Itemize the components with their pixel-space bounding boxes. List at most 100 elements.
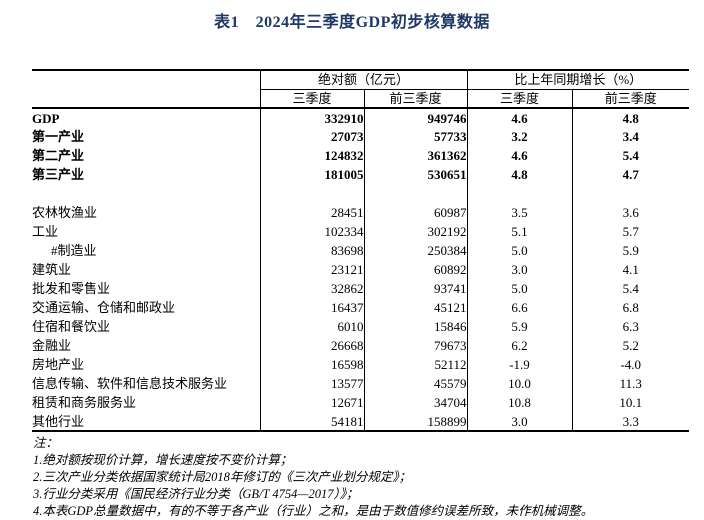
cell-abs-q3: 332910 [259,108,364,127]
cell-abs-cum: 45121 [363,298,468,317]
cell-abs-cum: 530651 [363,165,468,184]
cell-growth-q3: 10.0 [466,374,573,393]
row-label: 工业 [32,224,59,239]
cell-abs-cum: 60892 [363,260,468,279]
row-label [32,184,260,203]
table-row: GDP 332910 949746 4.6 4.8 [32,108,690,127]
subheader-abs-cum: 前三季度 [363,89,468,109]
row-label: 第三产业 [32,167,85,182]
cell-growth-q3: 5.9 [466,317,573,336]
cell-abs-q3 [259,184,364,203]
note-line: 注： [33,436,59,450]
cell-abs-q3: 27073 [259,127,364,146]
cell-abs-cum: 57733 [363,127,468,146]
cell-growth-cum: 6.3 [571,317,690,336]
cell-growth-cum: 3.6 [571,203,690,222]
cell-abs-q3: 124832 [259,146,364,165]
cell-growth-cum: -4.0 [571,355,690,374]
footnotes: 注： 1.绝对额按现价计算，增长速度按不变价计算； 2.三次产业分类依据国家统计… [33,435,693,520]
header-group-row: 绝对额（亿元） 比上年同期增长（%） [32,70,690,109]
table-row: 第一产业 27073 57733 3.2 3.4 [32,127,690,146]
row-label: 其他行业 [32,413,85,429]
cell-growth-q3: 4.6 [466,146,573,165]
stub-header-cell [32,70,260,109]
row-label: 交通运输、仓储和邮政业 [32,300,176,315]
cell-growth-cum: 3.3 [571,412,690,431]
row-label: 金融业 [32,338,72,353]
row-label: 批发和零售业 [32,281,111,296]
table-row: 住宿和餐饮业 6010 15846 5.9 6.3 [32,317,690,336]
cell-growth-q3: 3.0 [466,412,573,431]
row-label: GDP [32,110,60,126]
row-label: 建筑业 [32,262,72,277]
cell-abs-q3: 83698 [259,241,364,260]
cell-growth-cum: 4.7 [571,165,690,184]
cell-abs-q3: 54181 [259,412,364,431]
cell-abs-cum: 302192 [363,222,468,241]
cell-growth-q3: 3.0 [466,260,573,279]
cell-abs-cum [363,184,468,203]
cell-growth-cum: 5.7 [571,222,690,241]
cell-growth-q3: 6.2 [466,336,573,355]
table-row: 其他行业 54181 158899 3.0 3.3 [32,412,690,431]
header-sub-row: 三季度 前三季度 三季度 前三季度 [32,89,690,109]
cell-growth-cum: 3.4 [571,127,690,146]
cell-abs-cum: 15846 [363,317,468,336]
cell-abs-q3: 181005 [259,165,364,184]
row-label: 住宿和餐饮业 [32,319,111,334]
note-line: 2.三次产业分类依据国家统计局2018年修订的《三次产业划分规定》； [33,470,412,484]
cell-abs-cum: 361362 [363,146,468,165]
cell-abs-cum: 45579 [363,374,468,393]
cell-abs-q3: 32862 [259,279,364,298]
cell-growth-cum: 10.1 [571,393,690,412]
col-group-absolute: 绝对额（亿元） [259,70,468,90]
table-body: GDP 332910 949746 4.6 4.8 第一产业 27073 57733 3.2 3.… [32,108,690,431]
cell-growth-q3: 4.6 [466,108,573,127]
subheader-growth-cum: 前三季度 [571,89,690,109]
cell-growth-q3: 5.1 [466,222,573,241]
table-row: 房地产业 16598 52112 -1.9 -4.0 [32,355,690,374]
table-row: 批发和零售业 32862 93741 5.0 5.4 [32,279,690,298]
table-row: 第三产业 181005 530651 4.8 4.7 [32,165,690,184]
cell-growth-q3 [466,184,573,203]
row-label: 房地产业 [32,357,85,372]
cell-growth-cum: 6.8 [571,298,690,317]
table-row: 租赁和商务服务业 12671 34704 10.8 10.1 [32,393,690,412]
cell-growth-q3: 6.6 [466,298,573,317]
table-row: 金融业 26668 79673 6.2 5.2 [32,336,690,355]
table-row: 信息传输、软件和信息技术服务业 13577 45579 10.0 11.3 [32,374,690,393]
cell-growth-q3: 5.0 [466,241,573,260]
cell-growth-q3: 10.8 [466,393,573,412]
cell-abs-q3: 12671 [259,393,364,412]
row-label: 第一产业 [32,129,85,144]
cell-abs-q3: 102334 [259,222,364,241]
cell-growth-cum: 4.8 [571,108,690,127]
cell-abs-q3: 28451 [259,203,364,222]
cell-growth-q3: 3.5 [466,203,573,222]
table-row: #制造业 83698 250384 5.0 5.9 [32,241,690,260]
subheader-abs-q3: 三季度 [259,89,364,109]
cell-abs-cum: 93741 [363,279,468,298]
table-row: 农林牧渔业 28451 60987 3.5 3.6 [32,203,690,222]
note-line: 4.本表GDP总量数据中，有的不等于各产业（行业）之和，是由于数值修约误差所致，… [33,504,594,518]
cell-abs-q3: 26668 [259,336,364,355]
row-label: 农林牧渔业 [32,205,98,220]
table-row: 建筑业 23121 60892 3.0 4.1 [32,260,690,279]
table-title: 表1 2024年三季度GDP初步核算数据 [214,14,490,31]
cell-growth-cum: 4.1 [571,260,690,279]
gdp-table: 绝对额（亿元） 比上年同期增长（%） 三季度 前三季度 三季度 前三季度 GDP… [32,69,690,432]
cell-abs-q3: 16598 [259,355,364,374]
cell-growth-cum: 5.2 [571,336,690,355]
subheader-growth-q3: 三季度 [466,89,573,109]
table-row: 交通运输、仓储和邮政业 16437 45121 6.6 6.8 [32,298,690,317]
row-label: 租赁和商务服务业 [32,395,137,410]
cell-growth-cum: 11.3 [571,374,690,393]
cell-growth-q3: 5.0 [466,279,573,298]
cell-abs-cum: 949746 [363,108,468,127]
table-row: 第二产业 124832 361362 4.6 5.4 [32,146,690,165]
note-line: 1.绝对额按现价计算，增长速度按不变价计算； [33,453,293,467]
spacer-row [32,184,690,203]
table-row: 工业 102334 302192 5.1 5.7 [32,222,690,241]
cell-abs-q3: 23121 [259,260,364,279]
col-group-growth: 比上年同期增长（%） [466,70,690,90]
